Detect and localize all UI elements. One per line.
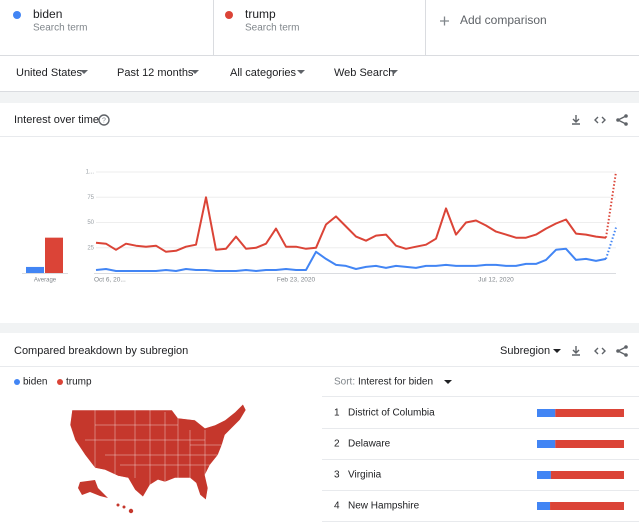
region-bar — [537, 440, 556, 448]
share-dot — [624, 345, 628, 349]
term-subtitle: Search term — [245, 23, 299, 34]
plus-icon — [440, 16, 449, 26]
partial-line — [605, 171, 617, 238]
filter[interactable]: Web Search — [334, 67, 398, 79]
embed-icon — [594, 116, 606, 124]
svg-text:?: ? — [102, 117, 106, 124]
y-tick-label: 75 — [87, 195, 94, 201]
x-tick-label: Feb 23, 2020 — [277, 277, 316, 284]
dropdown-arrow — [444, 380, 452, 384]
term-name: trump — [245, 7, 276, 21]
download-icon — [572, 346, 580, 356]
embed-button[interactable] — [594, 116, 606, 124]
share-dot — [616, 349, 620, 353]
share-dot — [616, 118, 620, 122]
legend-dot — [14, 379, 20, 385]
search-term-biden[interactable]: biden Search term — [13, 7, 87, 34]
filter[interactable]: Past 12 months — [117, 67, 199, 79]
card-title: Interest over time — [14, 114, 99, 126]
term-subtitle: Search term — [33, 23, 87, 34]
region-bar — [537, 409, 556, 417]
region-rank: 3 — [334, 470, 340, 481]
y-tick-label: 1... — [86, 170, 95, 176]
share-button[interactable] — [616, 345, 628, 357]
term-dot — [225, 11, 233, 19]
term-name: biden — [33, 7, 62, 21]
region-name: Delaware — [348, 439, 391, 450]
region-bar — [550, 502, 624, 510]
bar-label: Average — [34, 278, 57, 284]
dropdown-arrow — [553, 349, 561, 353]
us-map — [69, 403, 247, 514]
region-name: New Hampshire — [348, 501, 420, 512]
dropdown-arrow — [80, 70, 88, 74]
share-button[interactable] — [616, 114, 628, 126]
average-bar — [26, 266, 44, 273]
region-row[interactable]: 1 District of Columbia — [334, 408, 624, 419]
x-tick-label: Oct 6, 20... — [94, 277, 126, 284]
sort-label: Sort: — [334, 377, 355, 388]
region-row[interactable]: 2 Delaware — [334, 439, 624, 450]
header-area — [0, 0, 639, 92]
filter[interactable]: All categories — [230, 67, 305, 79]
filter-label: Past 12 months — [117, 67, 194, 79]
region-name: Virginia — [348, 470, 382, 481]
sort-dropdown[interactable]: Interest for biden — [358, 377, 452, 388]
filter-label: All categories — [230, 67, 297, 79]
legend-dot — [57, 379, 63, 385]
y-tick-label: 50 — [87, 220, 94, 226]
embed-button[interactable] — [594, 347, 606, 355]
share-dot — [624, 122, 628, 126]
legend-label: trump — [66, 377, 92, 388]
sort-value: Interest for biden — [358, 377, 433, 388]
filter[interactable]: United States — [16, 67, 88, 79]
region-bar — [550, 471, 624, 479]
x-tick-label: Jul 12, 2020 — [478, 277, 514, 284]
help-icon[interactable]: ? — [98, 114, 110, 126]
share-dot — [624, 353, 628, 357]
search-term-trump[interactable]: trump Search term — [225, 7, 299, 34]
term-dot — [13, 11, 21, 19]
download-button[interactable] — [572, 115, 580, 125]
add-comparison[interactable]: Add comparison — [440, 13, 547, 27]
legend-label: biden — [23, 377, 47, 388]
filter-label: Web Search — [334, 67, 394, 79]
dropdown-arrow — [297, 70, 305, 74]
dropdown-arrow — [390, 70, 398, 74]
region-row[interactable]: 3 Virginia — [334, 470, 624, 481]
card — [0, 103, 639, 323]
embed-icon — [594, 347, 606, 355]
card-title: Compared breakdown by subregion — [14, 345, 188, 357]
download-button[interactable] — [572, 346, 580, 356]
resolution-label: Subregion — [500, 345, 550, 357]
filter-label: United States — [16, 67, 83, 79]
y-tick-label: 25 — [87, 245, 94, 251]
region-rank: 4 — [334, 501, 340, 512]
dropdown-arrow — [191, 70, 199, 74]
download-icon — [572, 115, 580, 125]
series-line — [95, 196, 607, 253]
region-bar — [537, 502, 551, 510]
region-row[interactable]: 4 New Hampshire — [334, 501, 624, 512]
average-bar — [45, 237, 63, 273]
region-rank: 1 — [334, 408, 340, 419]
region-bar — [537, 471, 551, 479]
share-dot — [624, 114, 628, 118]
series-line — [95, 247, 607, 272]
add-comparison-label: Add comparison — [460, 13, 547, 27]
region-bar — [555, 409, 624, 417]
region-bar — [555, 440, 624, 448]
region-rank: 2 — [334, 439, 340, 450]
region-name: District of Columbia — [348, 408, 435, 419]
resolution-dropdown[interactable]: Subregion — [500, 345, 561, 357]
